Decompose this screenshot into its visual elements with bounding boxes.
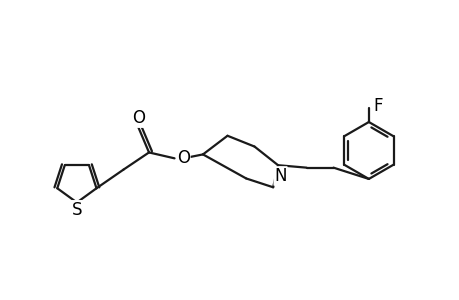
Text: S: S	[72, 201, 82, 219]
Text: O: O	[131, 109, 145, 127]
Text: O: O	[176, 149, 190, 167]
Text: N: N	[274, 167, 286, 185]
Text: F: F	[372, 97, 381, 115]
